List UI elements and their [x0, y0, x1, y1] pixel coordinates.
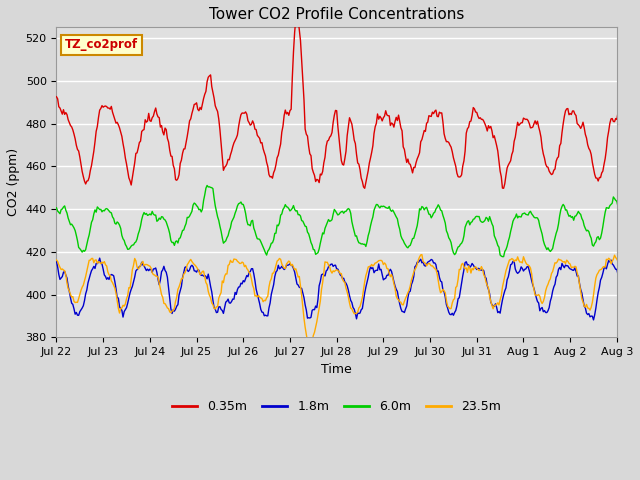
- X-axis label: Time: Time: [321, 363, 352, 376]
- Text: TZ_co2prof: TZ_co2prof: [65, 38, 138, 51]
- Title: Tower CO2 Profile Concentrations: Tower CO2 Profile Concentrations: [209, 7, 465, 22]
- Y-axis label: CO2 (ppm): CO2 (ppm): [7, 148, 20, 216]
- Legend: 0.35m, 1.8m, 6.0m, 23.5m: 0.35m, 1.8m, 6.0m, 23.5m: [167, 395, 506, 418]
